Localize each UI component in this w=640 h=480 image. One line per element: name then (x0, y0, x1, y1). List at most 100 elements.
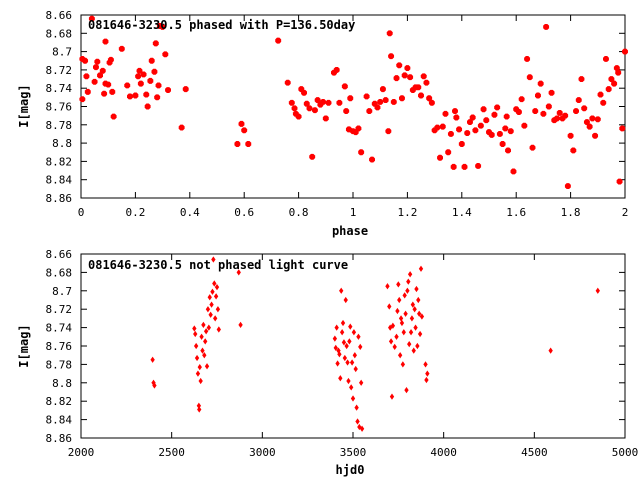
phased-data-point (407, 74, 414, 81)
phased-data-point (137, 80, 144, 87)
unphased-x-tick-label: 3500 (340, 446, 367, 459)
phased-data-point (83, 73, 90, 80)
unphased-data-point (209, 301, 214, 308)
phased-data-point (94, 58, 101, 65)
phased-data-point (390, 98, 397, 105)
unphased-data-point (238, 321, 243, 328)
unphased-data-point (205, 306, 211, 313)
unphased-y-tick-label: 8.72 (46, 303, 73, 316)
phased-data-point (155, 82, 162, 89)
phased-x-tick-label: 1 (350, 206, 357, 219)
phased-data-point (241, 127, 248, 134)
phased-data-point (385, 128, 392, 135)
phased-data-point (355, 125, 362, 132)
unphased-data-point (399, 319, 405, 327)
unphased-data-point (202, 352, 207, 359)
unphased-y-tick-label: 8.78 (46, 358, 73, 371)
phased-data-point (275, 37, 282, 44)
unphased-data-point (423, 361, 428, 368)
phased-data-point (162, 51, 169, 58)
phased-data-point (238, 120, 245, 127)
phased-data-point (311, 107, 318, 114)
unphased-data-point (350, 395, 356, 402)
unphased-data-point (340, 319, 346, 327)
phased-x-tick-label: 0 (78, 206, 85, 219)
phased-data-point (388, 53, 395, 60)
phased-y-tick-label: 8.86 (46, 192, 73, 205)
phased-data-point (594, 116, 601, 123)
phased-data-point (418, 92, 424, 99)
unphased-plot-frame (80, 253, 626, 439)
phased-data-point (554, 115, 560, 122)
phased-data-point (573, 108, 579, 115)
phased-data-point (333, 66, 340, 73)
unphased-data-point (388, 324, 393, 331)
unphased-y-tick-label: 8.8 (52, 377, 72, 390)
unphased-data-point (385, 283, 390, 290)
unphased-y-tick-label: 8.66 (46, 248, 73, 261)
unphased-data-point (406, 278, 411, 285)
phased-data-points (79, 15, 628, 190)
phased-data-point (526, 74, 533, 81)
phased-x-tick-label: 0.2 (125, 206, 145, 219)
phased-data-point (453, 114, 460, 121)
unphased-data-point (358, 379, 364, 386)
unphased-data-point (216, 326, 221, 333)
phased-data-point (600, 99, 607, 106)
phased-data-point (475, 163, 482, 169)
phased-data-point (82, 57, 89, 64)
phased-data-point (543, 23, 550, 30)
unphased-data-point (200, 347, 205, 354)
unphased-data-point (337, 351, 342, 358)
unphased-data-point (351, 329, 357, 336)
phased-light-curve-panel: 0 0.2 0.4 0.6 0.8 1 1.2 1.4 1.6 1.8 2 8.668.688.78… (17, 9, 628, 238)
phased-data-point (613, 65, 620, 72)
unphased-data-point (413, 324, 418, 331)
phased-data-point (564, 183, 571, 190)
phased-y-tick-label: 8.66 (46, 9, 73, 22)
unphased-data-point (345, 359, 350, 366)
unphased-data-point (193, 330, 198, 338)
unphased-data-point (346, 377, 351, 385)
unphased-data-point (335, 360, 340, 367)
unphased-data-point (152, 382, 157, 389)
phased-y-tick-labels: 8.66 8.68 8.7 8.72 8.74 8.76 8.78 8.8 8.82 8.84 8.… (46, 9, 73, 205)
phased-data-point (147, 77, 154, 84)
phased-data-point (420, 73, 427, 80)
phased-data-point (404, 65, 411, 72)
phased-data-point (148, 57, 155, 64)
phased-data-point (369, 156, 375, 163)
phased-data-point (363, 93, 370, 100)
phased-y-axis-label: I[mag] (17, 84, 31, 127)
unphased-data-point (211, 256, 216, 263)
unphased-y-tick-label: 8.86 (46, 432, 73, 445)
unphased-x-tick-label: 4500 (521, 446, 548, 459)
phased-data-point (496, 130, 503, 137)
unphased-data-point (197, 364, 202, 371)
phased-data-point (447, 130, 454, 137)
phased-data-point (499, 141, 506, 147)
unphased-data-point (344, 342, 349, 350)
unphased-y-tick-label: 8.74 (46, 322, 73, 335)
phased-data-point (437, 154, 443, 161)
phased-data-point (502, 125, 509, 132)
unphased-data-point (199, 333, 204, 340)
phased-y-tick-label: 8.7 (52, 46, 72, 59)
phased-data-point (401, 72, 408, 79)
unphased-data-point (195, 370, 201, 377)
unphased-data-point (411, 347, 416, 354)
phased-y-tick-label: 8.74 (46, 82, 73, 95)
unphased-data-point (407, 341, 412, 348)
phased-x-tick-label: 1.8 (561, 206, 581, 219)
unphased-data-point (212, 280, 217, 287)
unphased-data-point (334, 324, 339, 331)
unphased-x-tick-label: 2000 (68, 446, 95, 459)
phased-data-point (336, 99, 343, 106)
unphased-data-point (342, 354, 348, 362)
unphased-y-tick-label: 8.7 (52, 285, 72, 298)
phased-data-point (615, 69, 622, 76)
unphased-data-point (387, 303, 392, 310)
phased-data-point (245, 141, 252, 147)
unphased-data-point (194, 354, 200, 362)
unphased-data-point (213, 293, 219, 300)
